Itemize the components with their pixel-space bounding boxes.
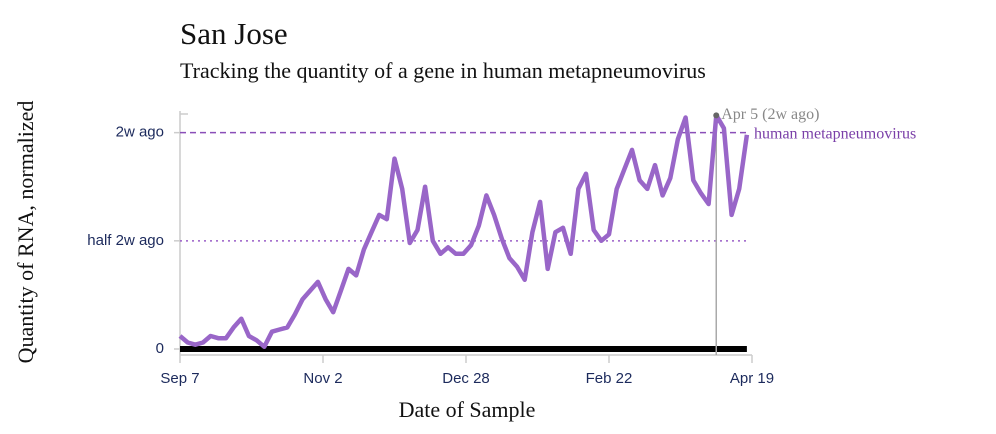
x-tick-label: Dec 28 xyxy=(442,370,490,387)
annotation-point xyxy=(713,112,720,119)
x-tick-label: Apr 19 xyxy=(730,370,774,387)
y-axis-title: Quantity of RNA, normalized xyxy=(13,101,38,364)
chart-subtitle: Tracking the quantity of a gene in human… xyxy=(180,58,706,83)
x-axis-title: Date of Sample xyxy=(399,397,536,422)
y-tick-label: half 2w ago xyxy=(87,232,164,249)
series-line xyxy=(178,113,750,350)
x-tick-label: Nov 2 xyxy=(303,370,342,387)
y-tick-label: 0 xyxy=(156,340,164,357)
annotation-label: Apr 5 (2w ago) xyxy=(721,106,819,123)
y-tick-label: 2w ago xyxy=(116,124,164,141)
series-label: human metapneumovirus xyxy=(754,125,916,142)
chart-title: San Jose xyxy=(180,16,288,51)
x-tick-label: Feb 22 xyxy=(586,370,633,387)
x-tick-label: Sep 7 xyxy=(160,370,199,387)
